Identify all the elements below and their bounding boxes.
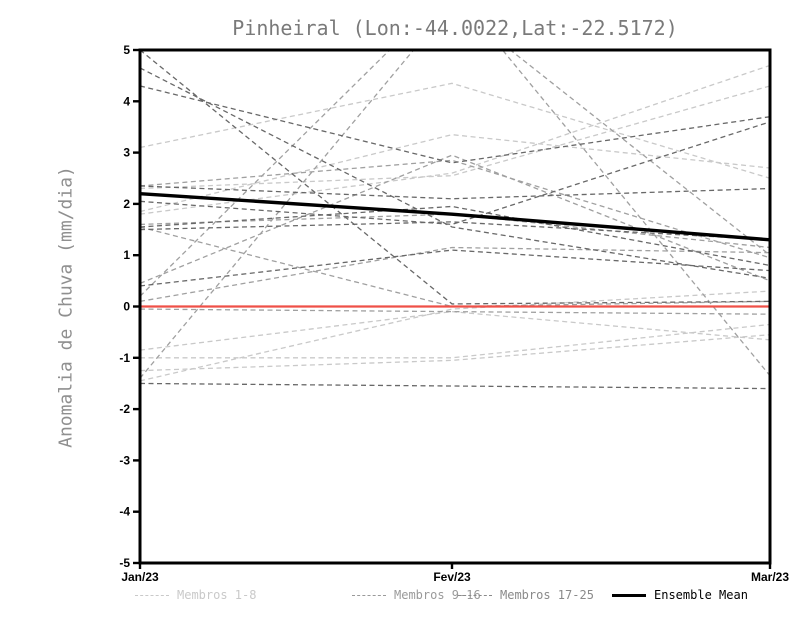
ensemble-member-line: [140, 290, 770, 382]
x-tick-label: Fev/23: [433, 570, 471, 584]
y-tick-label: -1: [119, 351, 130, 365]
ensemble-member-line: [140, 213, 770, 249]
legend-item-membros-9-16: Membros 9-16: [352, 586, 481, 604]
legend-label: Ensemble Mean: [654, 588, 748, 602]
x-tick-label: Mar/23: [751, 570, 789, 584]
ensemble-member-line: [140, 323, 770, 359]
ensemble-member-line: [140, 308, 770, 315]
ensemble-member-line: [140, 382, 770, 390]
legend: Membros 1-8 Membros 9-16 Membros 17-25 E…: [0, 586, 800, 608]
y-tick-label: -2: [119, 402, 130, 416]
ensemble-member-line: [140, 334, 770, 372]
ensemble-member-line: [140, 50, 770, 379]
legend-label: Membros 1-8: [177, 588, 257, 602]
legend-item-membros-1-8: Membros 1-8: [135, 586, 256, 604]
y-tick-label: 5: [123, 43, 130, 57]
y-tick-label: 1: [123, 248, 130, 262]
solid-line-swatch: [612, 593, 646, 597]
ensemble-member-line: [140, 246, 770, 303]
x-tick-label: Jan/23: [121, 570, 159, 584]
ensemble-member-line: [140, 221, 770, 241]
ensemble-member-line: [140, 82, 770, 179]
y-tick-label: -5: [119, 556, 130, 570]
ensemble-member-line: [140, 121, 770, 226]
legend-label: Membros 9-16: [394, 588, 481, 602]
ensemble-member-line: [140, 185, 770, 200]
legend-item-ensemble-mean: Ensemble Mean: [612, 586, 748, 604]
ensemble-member-line: [140, 50, 770, 377]
dashed-line-swatch: [135, 594, 169, 596]
ensemble-member-line: [140, 67, 770, 279]
dashed-line-swatch: [352, 594, 386, 596]
ensemble-member-line: [140, 159, 770, 259]
series-lines: [140, 50, 770, 390]
ensemble-mean-line: [140, 191, 770, 242]
ensemble-member-line: [140, 85, 770, 190]
legend-label: Membros 17-25: [500, 588, 594, 602]
y-tick-label: 3: [123, 146, 130, 160]
ensemble-member-line: [140, 226, 770, 308]
dashed-line-swatch: [458, 594, 492, 596]
y-tick-label: 2: [123, 197, 130, 211]
ensemble-member-line: [140, 205, 770, 267]
y-tick-label: -3: [119, 453, 130, 467]
ensemble-member-line: [140, 50, 770, 305]
legend-item-membros-17-25: Membros 17-25: [458, 586, 594, 604]
ensemble-member-line: [140, 249, 770, 287]
ensemble-member-line: [140, 154, 770, 285]
y-tick-label: 4: [123, 94, 130, 108]
chart-title: Pinheiral (Lon:-44.0022,Lat:-22.5172): [232, 16, 678, 40]
ensemble-member-line: [140, 310, 770, 351]
y-tick-label: -4: [119, 505, 130, 519]
ensemble-member-line: [140, 85, 770, 164]
y-tick-label: 0: [123, 300, 130, 314]
